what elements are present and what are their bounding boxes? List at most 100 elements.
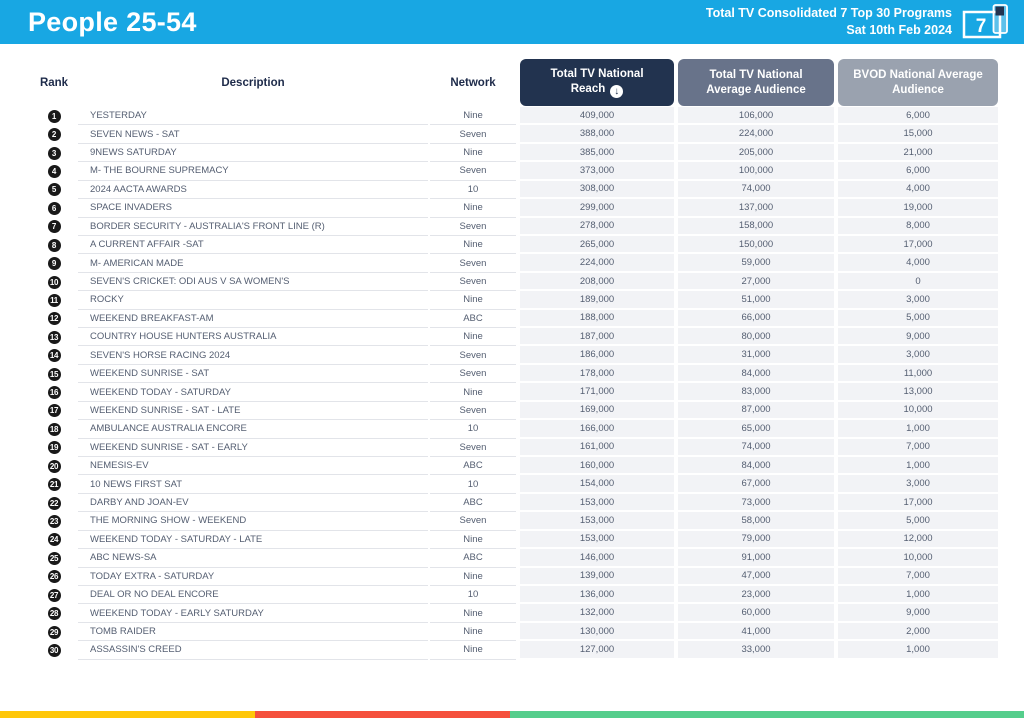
table-row: 11 ROCKY Nine 189,000 51,000 3,000 (30, 291, 998, 310)
column-header-network: Network (450, 76, 496, 89)
total-tv-reach-value: 388,000 (520, 125, 674, 144)
table-row: 26 TODAY EXTRA - SATURDAY Nine 139,000 4… (30, 567, 998, 586)
program-description: SEVEN NEWS - SAT (78, 125, 428, 144)
total-tv-average-audience-value: 47,000 (678, 567, 834, 586)
program-description: YESTERDAY (78, 107, 428, 126)
network-value: Seven (430, 125, 516, 144)
bvod-average-audience-value: 12,000 (838, 530, 998, 550)
bvod-average-audience-value: 5,000 (838, 309, 998, 329)
rank-cell: 12 (30, 310, 78, 328)
rank-cell: 19 (30, 439, 78, 457)
sort-descending-icon[interactable]: ↓ (610, 85, 624, 99)
rank-badge: 28 (47, 607, 61, 621)
program-description: 2024 AACTA AWARDS (78, 181, 428, 200)
network-value: Nine (430, 531, 516, 550)
device-icon-number: 7 (976, 16, 987, 37)
network-value: 10 (430, 420, 516, 439)
rank-badge: 11 (47, 293, 61, 307)
network-value: Nine (430, 568, 516, 586)
bvod-average-audience-value: 10,000 (838, 401, 998, 421)
total-tv-reach-value: 161,000 (520, 438, 674, 458)
table-row: 12 WEEKEND BREAKFAST-AM ABC 188,000 66,0… (30, 309, 998, 329)
total-tv-reach-value: 171,000 (520, 383, 674, 402)
bvod-average-audience-value: 13,000 (838, 383, 998, 402)
network-value: ABC (430, 310, 516, 329)
bvod-average-audience-value: 5,000 (838, 512, 998, 531)
total-tv-reach-value: 278,000 (520, 217, 674, 236)
rank-cell: 13 (30, 328, 78, 346)
total-tv-average-audience-value: 66,000 (678, 309, 834, 329)
rank-badge: 7 (47, 220, 61, 234)
total-tv-average-audience-value: 106,000 (678, 107, 834, 126)
footer-color-bar (0, 711, 1024, 718)
network-value: Seven (430, 402, 516, 421)
rank-badge: 21 (47, 478, 61, 492)
table-row: 18 AMBULANCE AUSTRALIA ENCORE 10 166,000… (30, 420, 998, 439)
bvod-average-audience-value: 9,000 (838, 328, 998, 347)
total-tv-average-audience-value: 65,000 (678, 420, 834, 439)
network-value: 10 (430, 475, 516, 494)
column-header-bvod-average-audience: BVOD National Average Audience (838, 59, 998, 106)
rank-cell: 9 (30, 254, 78, 272)
rank-cell: 2 (30, 125, 78, 143)
table-row: 21 10 NEWS FIRST SAT 10 154,000 67,000 3… (30, 475, 998, 494)
total-tv-average-audience-value: 60,000 (678, 604, 834, 623)
network-value: Nine (430, 107, 516, 126)
total-tv-reach-value: 178,000 (520, 364, 674, 384)
total-tv-average-audience-value: 79,000 (678, 530, 834, 550)
rank-cell: 16 (30, 383, 78, 401)
program-description: TOMB RAIDER (78, 623, 428, 642)
total-tv-average-audience-value: 205,000 (678, 143, 834, 163)
total-tv-average-audience-value: 74,000 (678, 180, 834, 200)
total-tv-average-audience-value: 31,000 (678, 346, 834, 365)
network-value: Nine (430, 604, 516, 623)
rank-badge: 12 (47, 312, 61, 326)
rank-cell: 29 (30, 623, 78, 641)
page-title: People 25-54 (28, 6, 197, 37)
program-description: A CURRENT AFFAIR -SAT (78, 236, 428, 255)
rank-cell: 5 (30, 181, 78, 199)
program-description: M- AMERICAN MADE (78, 254, 428, 273)
total-tv-reach-value: 127,000 (520, 641, 674, 660)
rank-cell: 27 (30, 586, 78, 604)
total-tv-reach-value: 154,000 (520, 475, 674, 494)
rank-badge: 3 (47, 146, 61, 160)
total-tv-reach-value: 132,000 (520, 604, 674, 623)
network-value: Seven (430, 365, 516, 384)
network-value: 10 (430, 586, 516, 605)
total-tv-average-audience-value: 150,000 (678, 235, 834, 255)
program-description: WEEKEND TODAY - EARLY SATURDAY (78, 604, 428, 623)
network-value: Seven (430, 162, 516, 181)
program-description: WEEKEND SUNRISE - SAT (78, 365, 428, 384)
bvod-average-audience-value: 7,000 (838, 438, 998, 458)
total-tv-average-audience-value: 33,000 (678, 641, 834, 660)
program-description: ASSASSIN'S CREED (78, 641, 428, 660)
rank-cell: 24 (30, 531, 78, 549)
rank-badge: 24 (47, 533, 61, 547)
rank-badge: 26 (47, 570, 61, 584)
rank-cell: 15 (30, 365, 78, 383)
table-row: 24 WEEKEND TODAY - SATURDAY - LATE Nine … (30, 530, 998, 550)
bvod-average-audience-value: 3,000 (838, 475, 998, 494)
total-tv-average-audience-value: 84,000 (678, 364, 834, 384)
rank-badge: 2 (47, 128, 61, 142)
network-value: Nine (430, 199, 516, 218)
total-tv-average-audience-value: 23,000 (678, 585, 834, 605)
table-row: 3 9NEWS SATURDAY Nine 385,000 205,000 21… (30, 143, 998, 163)
rank-badge: 29 (47, 625, 61, 639)
network-value: Seven (430, 254, 516, 273)
program-description: WEEKEND TODAY - SATURDAY - LATE (78, 531, 428, 550)
total-tv-reach-value: 373,000 (520, 162, 674, 181)
bvod-average-audience-value: 21,000 (838, 143, 998, 163)
rank-cell: 17 (30, 402, 78, 420)
total-tv-reach-value: 160,000 (520, 457, 674, 476)
program-description: DEAL OR NO DEAL ENCORE (78, 586, 428, 605)
rank-badge: 30 (47, 643, 61, 657)
bvod-average-audience-value: 1,000 (838, 585, 998, 605)
network-value: Nine (430, 623, 516, 642)
program-description: THE MORNING SHOW - WEEKEND (78, 512, 428, 531)
bvod-average-audience-value: 9,000 (838, 604, 998, 623)
total-tv-average-audience-value: 73,000 (678, 493, 834, 513)
report-header-bar: People 25-54 Total TV Consolidated 7 Top… (0, 0, 1024, 44)
column-header-total-tv-reach[interactable]: Total TV National Reach ↓ (520, 59, 674, 106)
